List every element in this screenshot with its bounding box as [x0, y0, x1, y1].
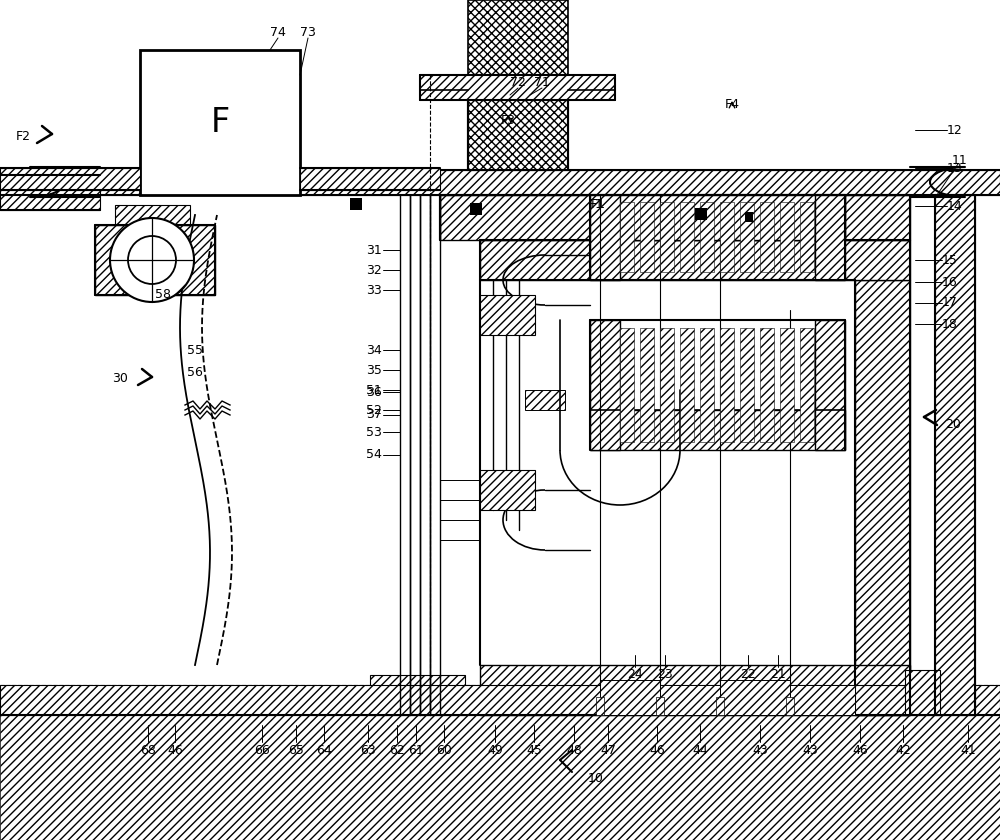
Text: 46: 46: [167, 743, 183, 757]
Polygon shape: [468, 90, 568, 170]
Circle shape: [128, 236, 176, 284]
Text: 45: 45: [526, 743, 542, 757]
Polygon shape: [700, 328, 714, 442]
Text: 72: 72: [510, 76, 526, 88]
Polygon shape: [480, 295, 535, 335]
Circle shape: [110, 218, 194, 302]
Text: 37: 37: [366, 408, 382, 422]
Text: 68: 68: [140, 743, 156, 757]
Text: 22: 22: [740, 669, 756, 681]
Polygon shape: [855, 280, 910, 715]
Polygon shape: [590, 320, 620, 450]
Polygon shape: [600, 680, 660, 715]
Text: 54: 54: [366, 449, 382, 461]
Polygon shape: [720, 202, 734, 272]
Text: 60: 60: [436, 743, 452, 757]
Text: 63: 63: [360, 743, 376, 757]
Text: 43: 43: [802, 743, 818, 757]
Polygon shape: [700, 202, 714, 272]
Polygon shape: [370, 675, 465, 715]
Text: 61: 61: [408, 743, 424, 757]
Polygon shape: [656, 697, 664, 715]
Polygon shape: [660, 328, 674, 442]
Polygon shape: [780, 328, 794, 442]
Text: 56: 56: [187, 365, 203, 379]
Text: 36: 36: [366, 386, 382, 398]
Polygon shape: [440, 195, 910, 240]
Text: 73: 73: [300, 25, 316, 39]
Polygon shape: [815, 320, 845, 450]
Polygon shape: [720, 328, 734, 442]
Text: 41: 41: [960, 743, 976, 757]
Polygon shape: [115, 205, 190, 225]
Text: 44: 44: [692, 743, 708, 757]
Polygon shape: [590, 410, 845, 450]
Polygon shape: [300, 168, 440, 190]
Polygon shape: [350, 198, 362, 210]
Text: 13: 13: [947, 161, 963, 175]
Text: 34: 34: [366, 344, 382, 356]
Polygon shape: [480, 665, 910, 715]
Polygon shape: [905, 670, 940, 715]
Polygon shape: [800, 328, 814, 442]
Text: 33: 33: [366, 283, 382, 297]
Polygon shape: [470, 203, 482, 215]
Polygon shape: [640, 328, 654, 442]
Text: 46: 46: [649, 743, 665, 757]
Polygon shape: [420, 75, 615, 100]
Polygon shape: [0, 715, 1000, 840]
Polygon shape: [935, 195, 975, 715]
Text: 62: 62: [389, 743, 405, 757]
Text: F1: F1: [590, 198, 606, 212]
Polygon shape: [680, 202, 694, 272]
Polygon shape: [740, 202, 754, 272]
Text: 43: 43: [752, 743, 768, 757]
Polygon shape: [0, 170, 1000, 195]
Polygon shape: [640, 202, 654, 272]
Text: 47: 47: [600, 743, 616, 757]
Text: 48: 48: [566, 743, 582, 757]
Text: 17: 17: [942, 297, 958, 309]
Text: 20: 20: [945, 418, 961, 432]
Polygon shape: [740, 328, 754, 442]
Polygon shape: [716, 697, 724, 715]
Text: F: F: [210, 106, 230, 139]
Text: 24: 24: [627, 669, 643, 681]
Text: 16: 16: [942, 276, 958, 288]
Text: 51: 51: [366, 384, 382, 396]
Text: 42: 42: [895, 743, 911, 757]
Text: 55: 55: [187, 344, 203, 356]
Polygon shape: [786, 697, 794, 715]
Polygon shape: [800, 202, 814, 272]
Polygon shape: [780, 202, 794, 272]
Polygon shape: [480, 240, 910, 280]
Polygon shape: [790, 685, 855, 715]
Polygon shape: [0, 168, 140, 190]
Polygon shape: [760, 202, 774, 272]
Text: 52: 52: [366, 403, 382, 417]
Polygon shape: [660, 685, 720, 715]
Text: 18: 18: [942, 318, 958, 330]
Polygon shape: [596, 697, 604, 715]
Polygon shape: [720, 680, 790, 715]
Text: F2: F2: [16, 130, 31, 144]
Polygon shape: [745, 212, 753, 222]
Text: 65: 65: [288, 743, 304, 757]
Text: F3: F3: [501, 113, 516, 127]
Text: 23: 23: [657, 669, 673, 681]
Polygon shape: [0, 175, 100, 210]
Polygon shape: [525, 390, 565, 410]
Polygon shape: [140, 50, 300, 195]
Text: 30: 30: [112, 371, 128, 385]
Text: 53: 53: [366, 426, 382, 438]
Text: 58: 58: [155, 288, 171, 302]
Text: 46: 46: [852, 743, 868, 757]
Polygon shape: [695, 208, 707, 220]
Polygon shape: [660, 202, 674, 272]
Text: 66: 66: [254, 743, 270, 757]
Text: 64: 64: [316, 743, 332, 757]
Text: 35: 35: [366, 364, 382, 376]
Polygon shape: [95, 225, 215, 295]
Text: F4: F4: [724, 98, 740, 112]
